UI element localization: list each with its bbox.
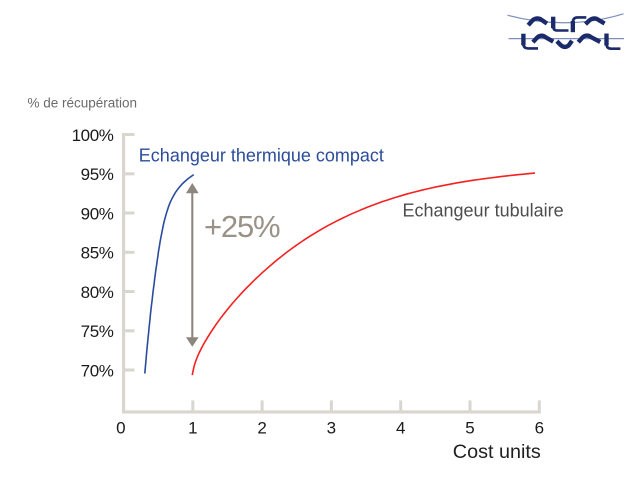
svg-text:2: 2 (257, 419, 266, 438)
svg-text:Cost units: Cost units (453, 441, 541, 463)
svg-text:Echangeur tubulaire: Echangeur tubulaire (403, 201, 564, 221)
svg-text:85%: 85% (81, 244, 114, 263)
svg-text:% de récupération: % de récupération (28, 95, 138, 110)
svg-text:80%: 80% (81, 283, 114, 302)
svg-text:1: 1 (188, 419, 197, 438)
svg-text:70%: 70% (81, 361, 114, 380)
svg-text:95%: 95% (81, 165, 114, 184)
svg-text:0: 0 (116, 419, 125, 438)
svg-text:100%: 100% (72, 126, 114, 145)
svg-text:90%: 90% (81, 204, 114, 223)
svg-text:4: 4 (396, 419, 405, 438)
svg-text:75%: 75% (81, 322, 114, 341)
svg-text:5: 5 (465, 419, 474, 438)
svg-text:3: 3 (327, 419, 336, 438)
svg-text:+25%: +25% (204, 209, 280, 244)
svg-text:6: 6 (535, 419, 544, 438)
svg-text:Echangeur thermique compact: Echangeur thermique compact (139, 145, 384, 165)
